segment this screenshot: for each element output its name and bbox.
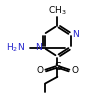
- Text: S: S: [54, 62, 61, 72]
- Text: O: O: [72, 66, 79, 75]
- Text: O: O: [36, 66, 43, 75]
- Text: $\mathregular{CH_3}$: $\mathregular{CH_3}$: [48, 4, 67, 17]
- Text: N: N: [36, 43, 42, 52]
- Text: N: N: [72, 30, 79, 39]
- Text: $\mathregular{H_2N}$: $\mathregular{H_2N}$: [6, 41, 25, 54]
